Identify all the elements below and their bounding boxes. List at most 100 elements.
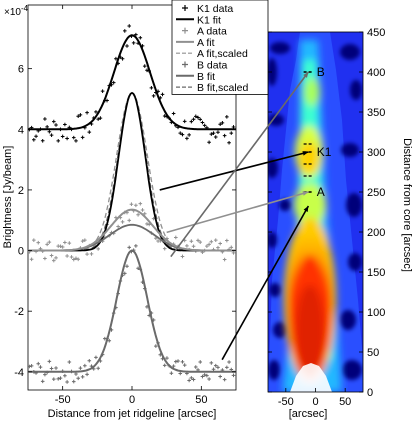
annotation-label: A xyxy=(317,185,325,199)
data-point xyxy=(231,251,236,255)
data-point xyxy=(65,380,69,384)
data-point xyxy=(45,125,49,129)
data-point xyxy=(162,363,167,368)
x-tick-label: 0 xyxy=(129,394,135,406)
legend-item: A data xyxy=(182,26,227,38)
data-point xyxy=(80,135,85,140)
data-point xyxy=(47,240,52,244)
data-point xyxy=(38,365,43,369)
data-point xyxy=(142,64,147,68)
data-point xyxy=(136,212,140,217)
data-point xyxy=(134,32,138,37)
data-point xyxy=(225,238,229,243)
data-point xyxy=(182,119,187,124)
data-point xyxy=(94,110,98,114)
data-point xyxy=(147,222,151,227)
data-point xyxy=(225,365,229,370)
data-point xyxy=(171,111,176,116)
legend-item: K1 fit xyxy=(176,14,221,26)
legend-item: B data xyxy=(182,60,228,72)
data-point xyxy=(43,256,47,261)
data-point xyxy=(176,359,180,363)
y-tick-label: 250 xyxy=(367,187,385,199)
data-point xyxy=(189,239,194,244)
data-point xyxy=(89,252,94,256)
data-point xyxy=(231,125,236,129)
left-y-axis-label: Brightness [Jy/beam] xyxy=(2,146,14,249)
data-point xyxy=(218,241,222,246)
data-point xyxy=(100,89,105,93)
data-point xyxy=(83,238,87,242)
data-point xyxy=(76,114,80,119)
data-point xyxy=(32,137,36,142)
y-tick-label: -4 xyxy=(14,367,24,379)
data-point xyxy=(78,366,83,370)
y-tick-label: 400 xyxy=(367,67,385,79)
data-point xyxy=(40,379,45,384)
data-point xyxy=(209,132,214,136)
legend-label: A fit xyxy=(197,37,215,49)
data-point xyxy=(211,131,216,135)
legend-label: B fit xyxy=(197,71,215,83)
data-point xyxy=(122,271,127,276)
legend-label: A fit,scaled xyxy=(197,48,248,60)
data-point xyxy=(32,238,36,242)
data-point xyxy=(191,117,196,122)
x-tick-label: -50 xyxy=(278,396,294,408)
data-point xyxy=(71,135,76,140)
data-point xyxy=(229,367,234,372)
data-point xyxy=(96,366,100,371)
data-point xyxy=(65,136,69,141)
x-tick-label: 50 xyxy=(195,394,207,406)
data-point xyxy=(40,138,45,143)
y-tick-label: -2 xyxy=(14,306,24,318)
data-point xyxy=(107,338,112,343)
data-point xyxy=(225,115,229,119)
data-point xyxy=(69,255,74,259)
data-point xyxy=(154,344,158,348)
data-point xyxy=(134,244,138,248)
data-point xyxy=(54,366,58,370)
data-point xyxy=(125,264,129,268)
data-point xyxy=(36,240,41,245)
data-point xyxy=(227,360,231,364)
data-point xyxy=(169,371,174,376)
data-point xyxy=(193,114,198,119)
annotation-label: B xyxy=(317,65,325,79)
legend-label: K1 fit xyxy=(197,14,221,26)
data-point xyxy=(196,115,200,120)
a-connector xyxy=(166,191,309,234)
core-connector xyxy=(221,205,310,361)
data-point xyxy=(191,377,196,382)
data-point xyxy=(63,122,67,127)
data-point xyxy=(85,110,89,115)
b-connector-head xyxy=(303,72,309,78)
series-a-fit xyxy=(28,208,236,252)
core-connector-head xyxy=(303,206,309,212)
data-point xyxy=(180,254,185,259)
data-point xyxy=(145,68,149,73)
data-point xyxy=(213,135,218,139)
data-point xyxy=(29,364,34,368)
data-point xyxy=(131,41,136,45)
data-point xyxy=(51,119,56,124)
data-point xyxy=(60,134,65,139)
data-point xyxy=(134,203,138,208)
data-point xyxy=(78,113,83,117)
data-point xyxy=(174,359,178,364)
data-point xyxy=(198,360,203,364)
data-point xyxy=(209,361,214,365)
legend-box xyxy=(171,0,269,95)
legend-label: B fit,scaled xyxy=(197,82,249,94)
data-point xyxy=(222,257,227,262)
data-point xyxy=(71,257,76,262)
data-point xyxy=(76,376,80,381)
data-point xyxy=(54,123,58,127)
heatmap-image xyxy=(268,32,363,392)
data-point xyxy=(45,242,49,247)
data-point xyxy=(174,235,178,240)
data-point xyxy=(142,211,147,216)
data-point xyxy=(36,361,41,366)
